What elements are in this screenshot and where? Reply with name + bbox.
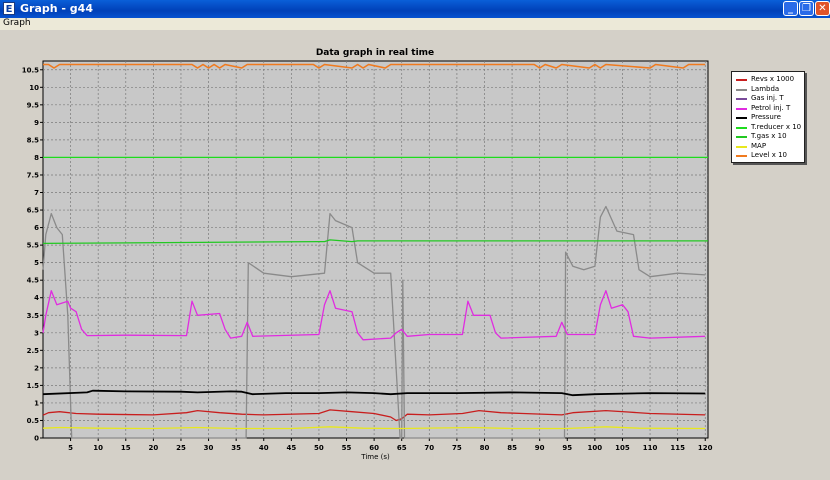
restore-button[interactable]: ❐ (799, 1, 814, 16)
x-tick-label: 115 (670, 444, 685, 452)
x-tick-label: 95 (562, 444, 572, 452)
x-tick-label: 30 (204, 444, 214, 452)
legend-label: Lambda (751, 84, 780, 93)
y-tick-label: 5 (34, 259, 39, 267)
legend-swatch (736, 145, 747, 148)
x-tick-label: 50 (314, 444, 324, 452)
x-tick-label: 105 (615, 444, 630, 452)
x-tick-label: 110 (643, 444, 658, 452)
x-tick-label: 5 (68, 444, 73, 452)
x-tick-label: 60 (369, 444, 379, 452)
y-tick-label: 6 (34, 224, 39, 232)
x-tick-label: 85 (507, 444, 517, 452)
x-tick-label: 40 (259, 444, 269, 452)
x-tick-label: 100 (588, 444, 603, 452)
y-tick-label: 3.5 (27, 312, 40, 320)
y-tick-label: 0.5 (27, 417, 40, 425)
menu-bar: Graph (0, 18, 830, 30)
legend-item: Level x 10 (732, 151, 804, 160)
legend-swatch (736, 155, 747, 157)
y-tick-label: 5.5 (27, 242, 40, 250)
legend-label: MAP (751, 141, 767, 150)
window-title: Graph - g44 (20, 2, 93, 15)
legend-label: Gas inj. T (751, 94, 784, 102)
x-tick-label: 65 (397, 444, 407, 452)
x-tick-label: 20 (148, 444, 158, 452)
legend-label: Petrol inj. T (751, 103, 791, 112)
y-tick-label: 4.5 (27, 277, 40, 285)
x-tick-label: 15 (121, 444, 131, 452)
y-tick-label: 1.5 (27, 382, 40, 390)
menu-item-graph[interactable]: Graph (3, 18, 31, 28)
legend-label: Level x 10 (751, 151, 787, 159)
x-tick-label: 55 (342, 444, 352, 452)
x-tick-label: 120 (698, 444, 713, 452)
x-tick-label: 75 (452, 444, 462, 452)
y-tick-label: 10 (29, 84, 39, 92)
legend-label: T.gas x 10 (751, 132, 787, 140)
y-tick-label: 2.5 (27, 347, 40, 355)
legend-item: T.gas x 10 (732, 132, 804, 141)
minimize-button[interactable]: _ (783, 1, 798, 16)
x-tick-label: 80 (480, 444, 490, 452)
y-tick-label: 3 (34, 329, 39, 337)
y-tick-label: 8 (34, 154, 39, 162)
y-tick-label: 8.5 (27, 136, 40, 144)
y-tick-label: 9 (34, 119, 39, 127)
legend-swatch (736, 126, 747, 129)
plot-area (42, 60, 709, 439)
window-title-bar[interactable]: E Graph - g44 _ ❐ ✕ (0, 0, 830, 18)
legend-label: Pressure (751, 113, 781, 121)
legend-swatch (736, 117, 747, 119)
legend-swatch (736, 98, 747, 100)
chart-legend: Revs x 1000 Lambda Gas inj. T Petrol inj. T… (731, 71, 805, 163)
legend-item: Revs x 1000 (732, 75, 804, 84)
series-line-lambda (42, 205, 706, 439)
y-tick-label: 1 (34, 399, 39, 407)
y-tick-label: 6.5 (27, 207, 40, 215)
app-icon: E (3, 2, 15, 15)
series-line-pressure (42, 389, 706, 397)
y-tick-label: 9.5 (27, 101, 40, 109)
legend-item: MAP (732, 142, 804, 151)
y-tick-label: 2 (34, 364, 39, 372)
y-tick-label: 7.5 (27, 171, 40, 179)
close-button[interactable]: ✕ (815, 1, 830, 16)
legend-swatch (736, 79, 747, 81)
legend-item: Gas inj. T (732, 94, 804, 103)
x-tick-label: 70 (424, 444, 434, 452)
x-tick-label: 25 (176, 444, 186, 452)
chart-title: Data graph in real time (315, 48, 435, 58)
y-tick-label: 10.5 (22, 66, 39, 74)
legend-swatch (736, 136, 747, 138)
x-tick-label: 45 (286, 444, 296, 452)
legend-item: T.reducer x 10 (732, 123, 804, 132)
x-tick-label: 90 (535, 444, 545, 452)
x-tick-label: 10 (93, 444, 103, 452)
y-tick-label: 0 (34, 435, 39, 443)
legend-swatch (736, 88, 747, 91)
series-line-level (43, 63, 706, 69)
legend-label: T.reducer x 10 (751, 122, 802, 131)
line-chart: 5 10 15 20 25 30 35 40 45 50 55 60 65 70 75 80 85 90 95 100… (22, 60, 713, 461)
y-tick-label: 7 (34, 189, 39, 197)
series-line-petrol_inj (42, 290, 706, 341)
legend-item: Pressure (732, 113, 804, 122)
series-line-revs (42, 409, 706, 422)
series-line-t_gas (42, 239, 708, 245)
legend-label: Revs x 1000 (751, 75, 795, 83)
x-axis-label: Time (s) (360, 453, 390, 461)
legend-swatch (736, 107, 747, 110)
x-tick-label: 35 (231, 444, 241, 452)
series-line-map (42, 426, 706, 430)
legend-item: Lambda (732, 85, 804, 94)
legend-item: Petrol inj. T (732, 104, 804, 113)
y-tick-label: 4 (34, 294, 39, 302)
